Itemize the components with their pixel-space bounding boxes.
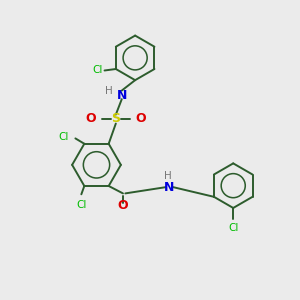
- Text: N: N: [164, 181, 175, 194]
- Text: O: O: [85, 112, 96, 125]
- Text: Cl: Cl: [93, 65, 103, 76]
- Text: Cl: Cl: [228, 223, 238, 233]
- Text: O: O: [136, 112, 146, 125]
- Text: O: O: [118, 200, 128, 212]
- Text: S: S: [111, 112, 120, 125]
- Text: H: H: [164, 171, 172, 181]
- Text: Cl: Cl: [58, 132, 69, 142]
- Text: H: H: [104, 86, 112, 96]
- Text: N: N: [117, 88, 127, 101]
- Text: Cl: Cl: [76, 200, 86, 210]
